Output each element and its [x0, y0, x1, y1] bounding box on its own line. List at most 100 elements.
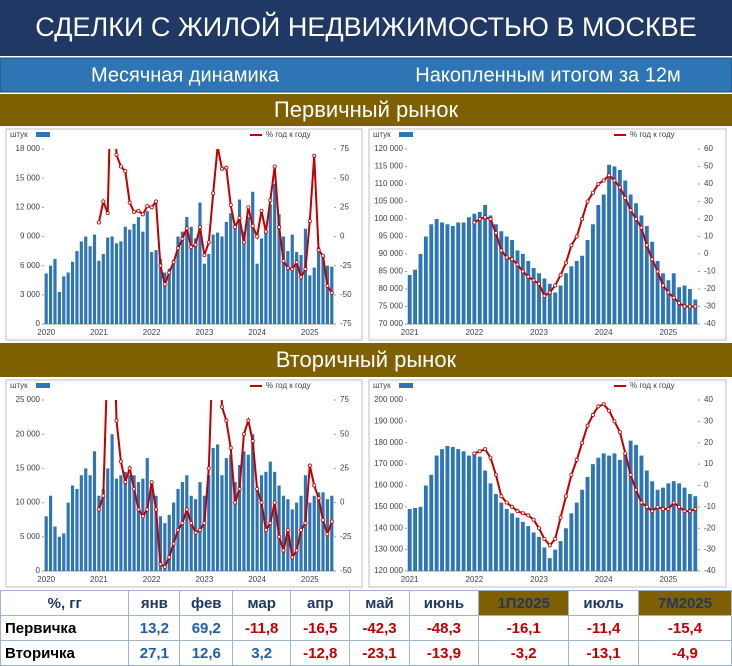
bar [499, 502, 504, 571]
line-marker [290, 267, 295, 272]
line-marker [617, 185, 622, 190]
bar [440, 222, 444, 324]
line-marker [105, 211, 110, 216]
bar [62, 533, 66, 571]
legend-label: % год к году [630, 130, 675, 139]
bar [66, 272, 70, 324]
table-cell: -13,1 [568, 640, 639, 666]
bar [461, 222, 466, 324]
summary-table: %, гг янв фев мар апр май июнь 1П2025 июль 7М2025… [0, 590, 732, 666]
line-marker [483, 447, 488, 452]
y-tick-label: 5 000 [20, 532, 41, 541]
bar [233, 482, 237, 571]
line-marker [488, 216, 493, 221]
table-header: %, гг янв фев мар апр май июнь 1П2025 июль 7М2025 [0, 590, 732, 616]
line-marker [499, 248, 504, 253]
bar [101, 488, 105, 571]
bar [617, 170, 622, 324]
line-marker [299, 275, 304, 280]
table-cell: -15,4 [637, 615, 732, 641]
bar [526, 261, 531, 324]
bar [49, 265, 53, 324]
bar [515, 250, 520, 324]
x-tick-label: 2023 [195, 328, 213, 337]
bar [281, 495, 286, 571]
bar [84, 236, 88, 324]
x-tick-label: 2022 [465, 575, 483, 584]
bar [299, 254, 303, 324]
line-marker [246, 205, 251, 210]
line-marker [671, 500, 676, 505]
chart-panel: 70 000 75 000 80 000 85 000 90 000 95 000 100 … [368, 128, 727, 341]
line-marker [537, 526, 542, 531]
bar [542, 547, 547, 571]
y-tick-label: 170 000 [374, 459, 403, 468]
bar [97, 495, 101, 571]
x-tick-label: 2025 [659, 328, 677, 337]
table-cell: мар [232, 590, 292, 616]
line-marker [590, 190, 595, 195]
line-marker [118, 164, 123, 169]
bar [445, 224, 450, 324]
bar [106, 468, 110, 571]
table-cell: -4,9 [637, 640, 732, 666]
line-marker [510, 257, 515, 262]
bar [601, 453, 606, 571]
line-marker [574, 457, 579, 462]
line-marker [101, 493, 106, 498]
legend-swatch [399, 132, 413, 137]
line-marker [167, 270, 172, 275]
x-tick-label: 2025 [301, 575, 319, 584]
bar [114, 478, 119, 571]
line-marker [285, 265, 290, 270]
line-marker [285, 527, 290, 532]
y2-tick-label: 30 [704, 416, 713, 425]
line-marker [483, 215, 488, 220]
table-cell: Первичка [0, 615, 130, 641]
bar [434, 219, 439, 324]
infographic: СДЕЛКИ С ЖИЛОЙ НЕДВИЖИМОСТЬЮ В МОСКВЕ Ме… [0, 0, 732, 588]
bar [330, 266, 334, 324]
bar [180, 482, 184, 571]
y-tick-label: 75 000 [379, 302, 404, 311]
line-marker [206, 240, 211, 245]
line-marker [299, 527, 304, 532]
y-tick-label: 190 000 [374, 416, 403, 425]
line-marker [123, 480, 128, 485]
line-marker [123, 169, 128, 174]
legend-swatch [36, 132, 50, 137]
y2-tick-label: -30 [704, 302, 716, 311]
y-tick-label: 180 000 [374, 438, 403, 447]
line-marker [537, 281, 542, 286]
line-marker [580, 216, 585, 221]
y2-tick-label: -40 [704, 319, 716, 328]
line-marker [607, 408, 612, 413]
line-marker [526, 274, 531, 279]
line-marker [520, 269, 525, 274]
bar [467, 455, 471, 571]
bar [612, 166, 617, 324]
line-marker [268, 198, 273, 203]
bar [569, 513, 574, 571]
x-tick-label: 2025 [659, 575, 677, 584]
bar [57, 291, 61, 324]
table-cell: -16,5 [290, 615, 351, 641]
table-cell: -12,8 [290, 640, 351, 666]
line-marker [294, 548, 299, 553]
bar [308, 275, 312, 324]
bar [172, 259, 176, 324]
bar [445, 445, 450, 571]
line-marker [504, 500, 509, 505]
line-marker [259, 208, 264, 213]
line-marker [176, 246, 181, 251]
line-marker [224, 165, 229, 170]
bar [281, 236, 286, 324]
line-marker [493, 230, 498, 235]
bar [242, 451, 246, 571]
line-marker [176, 527, 181, 532]
bar [251, 434, 255, 571]
legend-swatch [36, 383, 50, 388]
bar [450, 447, 455, 571]
table-cell: апр [290, 590, 351, 616]
